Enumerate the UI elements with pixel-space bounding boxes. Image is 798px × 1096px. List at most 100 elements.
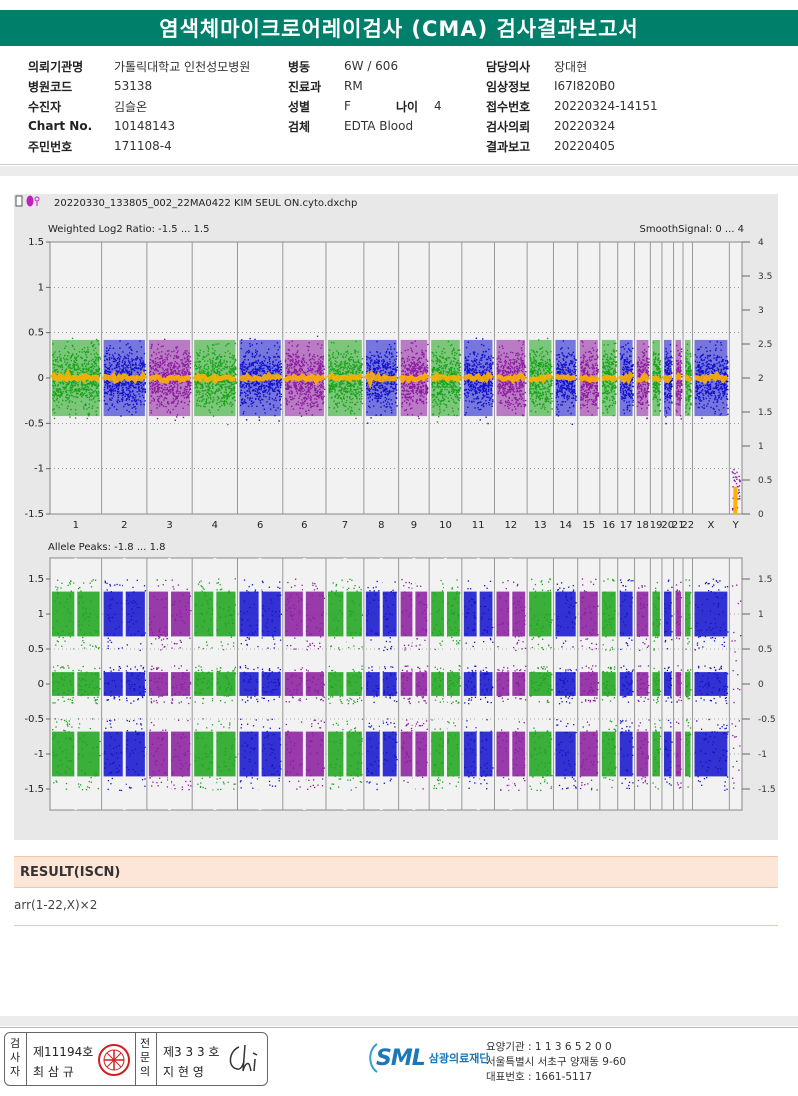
ratio-axis-title: Weighted Log2 Ratio: -1.5 ... 1.5 (48, 224, 209, 235)
cma-plot-panel: 20220330_133805_002_22MA0422 KIM SEUL ON… (14, 194, 778, 840)
chromosome-ratio-9 (401, 340, 429, 419)
field-label: 접수번호 (486, 98, 554, 115)
field-label: 성별 (288, 98, 344, 115)
field-label: 결과보고 (486, 138, 554, 155)
chromosome-label: 4 (212, 520, 218, 531)
footer-divider (0, 1027, 798, 1028)
field-label: 검체 (288, 118, 344, 135)
chromosome-ratio-7 (328, 340, 363, 419)
field-label: 진료과 (288, 78, 344, 95)
field-value: 20220405 (554, 139, 615, 153)
field-label: 검사의뢰 (486, 118, 554, 135)
chromosome-label: 2 (121, 520, 127, 531)
chromosome-label: 14 (559, 520, 572, 531)
field-value: 6W / 606 (344, 59, 398, 73)
chromosome-label: 7 (342, 520, 348, 531)
allele-tick-label: 1 (38, 609, 44, 620)
phone: 대표번호 : 1661-5117 (486, 1070, 626, 1085)
chromosome-label: 11 (472, 520, 485, 531)
signal-tick-label: 2 (758, 374, 764, 384)
ratio-tick-label: 1.5 (28, 237, 44, 248)
age-value: 4 (434, 99, 442, 113)
field-value: RM (344, 79, 363, 93)
chromosome-allele-23 (694, 579, 728, 791)
chromosome-allele-18 (637, 585, 650, 787)
field-value: 171108-4 (114, 139, 172, 153)
seal-stamp-icon (97, 1043, 131, 1077)
chromosome-ratio-11 (464, 338, 494, 425)
ratio-tick-label: 1 (38, 282, 44, 293)
institution-code: 요양기관 : 1 1 3 6 5 2 0 0 (486, 1040, 626, 1055)
chromosome-allele-16 (602, 578, 617, 788)
info1-row: 의뢰기관명 가톨릭대학교 인천성모병원 (28, 56, 250, 76)
info1-row: 병원코드 53138 (28, 76, 250, 96)
chromosome-allele-19 (652, 582, 661, 790)
chromosome-ratio-8 (366, 340, 398, 424)
field-label: 병동 (288, 58, 344, 75)
allele-right-tick-label: -0.5 (758, 715, 776, 725)
cma-plot: Weighted Log2 Ratio: -1.5 ... 1.5 SmoothS… (14, 194, 778, 840)
chromosome-ratio-2 (104, 340, 147, 417)
chromosome-label: 17 (620, 520, 633, 531)
signal-tick-label: 0 (758, 510, 764, 520)
allele-tick-label: -1 (34, 749, 44, 760)
allele-axis-title: Allele Peaks: -1.8 ... 1.8 (48, 542, 165, 553)
chromosome-ratio-10 (431, 340, 461, 423)
signal-axis-title: SmoothSignal: 0 ... 4 (640, 224, 744, 235)
field-value: I67I820B0 (554, 79, 615, 93)
sml-logo: SML 삼광의료재단 (366, 1040, 490, 1076)
chromosome-label: Y (732, 520, 740, 531)
field-label: 임상정보 (486, 78, 554, 95)
chromosome-ratio-15 (580, 340, 599, 416)
chromosome-label: 3 (166, 520, 172, 531)
chromosome-label: 18 (636, 520, 649, 531)
chromosome-label: 15 (582, 520, 595, 531)
signal-tick-label: 1.5 (758, 408, 772, 418)
info3-row: 담당의사 장대현 (486, 56, 658, 76)
allele-tick-label: -0.5 (24, 714, 44, 725)
chromosome-ratio-17 (620, 340, 634, 416)
ratio-tick-label: 0.5 (28, 328, 44, 339)
chromosome-label: 8 (378, 520, 384, 531)
field-label: 병원코드 (28, 78, 114, 95)
result-value: arr(1-22,X)×2 (14, 890, 778, 926)
info2-row: 검체 EDTA Blood (288, 116, 413, 136)
allele-tick-label: 1.5 (28, 574, 44, 585)
ratio-tick-label: -1 (34, 464, 44, 475)
signal-tick-label: 2.5 (758, 340, 772, 350)
chromosome-allele-17 (620, 579, 634, 789)
chromosome-label: 9 (411, 520, 417, 531)
allele-tick-label: -1.5 (24, 784, 44, 795)
info2-row: 성별 F (288, 96, 413, 116)
address: 서울특별시 서초구 양재동 9-60 (486, 1055, 626, 1070)
field-value: 10148143 (114, 119, 175, 133)
field-value: EDTA Blood (344, 119, 413, 133)
info1-row: 수진자 김슬온 (28, 96, 250, 116)
examiner-name: 최 삼 규 (33, 1063, 74, 1080)
chromosome-allele-20 (664, 579, 673, 785)
allele-right-tick-label: -1.5 (758, 785, 776, 795)
field-value: 가톨릭대학교 인천성모병원 (114, 58, 250, 75)
info-column-1: 의뢰기관명 가톨릭대학교 인천성모병원 병원코드 53138 수진자 김슬온 Chart N… (28, 56, 250, 156)
allele-right-tick-label: 0.5 (758, 645, 772, 655)
signal-tick-label: 0.5 (758, 476, 772, 486)
chromosome-ratio-12 (496, 340, 526, 416)
field-value: 20220324-14151 (554, 99, 658, 113)
info3-row: 접수번호 20220324-14151 (486, 96, 658, 116)
info3-row: 검사의뢰 20220324 (486, 116, 658, 136)
field-label: 담당의사 (486, 58, 554, 75)
age-label: 나이 (396, 98, 434, 115)
field-value: 20220324 (554, 119, 615, 133)
specialist-id: 제3 3 3 호 (163, 1043, 219, 1060)
info1-row: 주민번호 171108-4 (28, 136, 250, 156)
signal-tick-label: 4 (758, 238, 764, 248)
field-label: Chart No. (28, 119, 114, 133)
chromosome-ratio-14 (555, 340, 577, 425)
chromosome-allele-13 (529, 578, 553, 791)
chromosome-allele-15 (580, 578, 599, 790)
examiner-id: 제11194호 (33, 1043, 93, 1060)
address-block: 요양기관 : 1 1 3 6 5 2 0 0 서울특별시 서초구 양재동 9-6… (486, 1040, 626, 1085)
age-field: 나이 4 (396, 96, 442, 116)
